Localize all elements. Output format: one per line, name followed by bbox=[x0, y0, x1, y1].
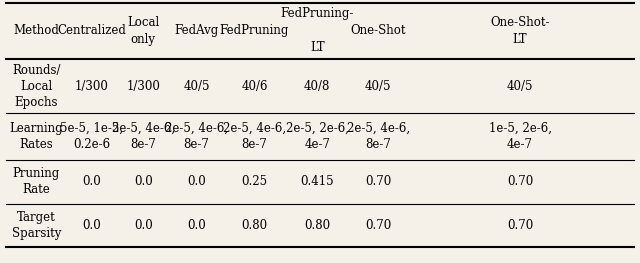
Text: 1/300: 1/300 bbox=[75, 80, 109, 93]
Text: 40/5: 40/5 bbox=[365, 80, 392, 93]
Text: 0.70: 0.70 bbox=[365, 175, 392, 188]
Text: 0.70: 0.70 bbox=[507, 219, 533, 232]
Text: 0.0: 0.0 bbox=[134, 175, 152, 188]
Text: 5e-5, 1e-5,
0.2e-6: 5e-5, 1e-5, 0.2e-6 bbox=[60, 122, 124, 151]
Text: One-Shot: One-Shot bbox=[351, 24, 406, 38]
Text: Learning
Rates: Learning Rates bbox=[10, 122, 63, 151]
Text: 2e-5, 4e-6,
8e-7: 2e-5, 4e-6, 8e-7 bbox=[347, 122, 410, 151]
Text: 1/300: 1/300 bbox=[126, 80, 160, 93]
Text: 0.0: 0.0 bbox=[83, 175, 101, 188]
Text: 0.25: 0.25 bbox=[241, 175, 268, 188]
Text: FedPruning: FedPruning bbox=[220, 24, 289, 38]
Text: 0.0: 0.0 bbox=[83, 219, 101, 232]
Text: 0.415: 0.415 bbox=[300, 175, 334, 188]
Text: 0.70: 0.70 bbox=[365, 219, 392, 232]
Text: 40/5: 40/5 bbox=[183, 80, 210, 93]
Text: Centralized: Centralized bbox=[58, 24, 127, 38]
Text: FedPruning-

LT: FedPruning- LT bbox=[280, 7, 354, 54]
Text: Rounds/
Local
Epochs: Rounds/ Local Epochs bbox=[12, 64, 60, 109]
Text: 40/6: 40/6 bbox=[241, 80, 268, 93]
Text: Pruning
Rate: Pruning Rate bbox=[13, 167, 60, 196]
Text: 0.0: 0.0 bbox=[134, 219, 152, 232]
Text: 2e-5, 4e-6,
8e-7: 2e-5, 4e-6, 8e-7 bbox=[223, 122, 286, 151]
Text: FedAvg: FedAvg bbox=[174, 24, 219, 38]
Text: 0.0: 0.0 bbox=[187, 219, 206, 232]
Text: 0.70: 0.70 bbox=[507, 175, 533, 188]
Text: 40/5: 40/5 bbox=[507, 80, 533, 93]
Text: One-Shot-
LT: One-Shot- LT bbox=[490, 16, 550, 46]
Text: 2e-5, 2e-6,
4e-7: 2e-5, 2e-6, 4e-7 bbox=[285, 122, 349, 151]
Text: 0.80: 0.80 bbox=[241, 219, 268, 232]
Text: 1e-5, 2e-6,
4e-7: 1e-5, 2e-6, 4e-7 bbox=[488, 122, 552, 151]
Text: Local
only: Local only bbox=[127, 16, 159, 46]
Text: 40/8: 40/8 bbox=[304, 80, 330, 93]
Text: 2e-5, 4e-6,
8e-7: 2e-5, 4e-6, 8e-7 bbox=[165, 122, 228, 151]
Text: 0.80: 0.80 bbox=[304, 219, 330, 232]
Text: Method: Method bbox=[13, 24, 59, 38]
Text: 2e-5, 4e-6,
8e-7: 2e-5, 4e-6, 8e-7 bbox=[111, 122, 175, 151]
Text: Target
Sparsity: Target Sparsity bbox=[12, 211, 61, 240]
Text: 0.0: 0.0 bbox=[187, 175, 206, 188]
